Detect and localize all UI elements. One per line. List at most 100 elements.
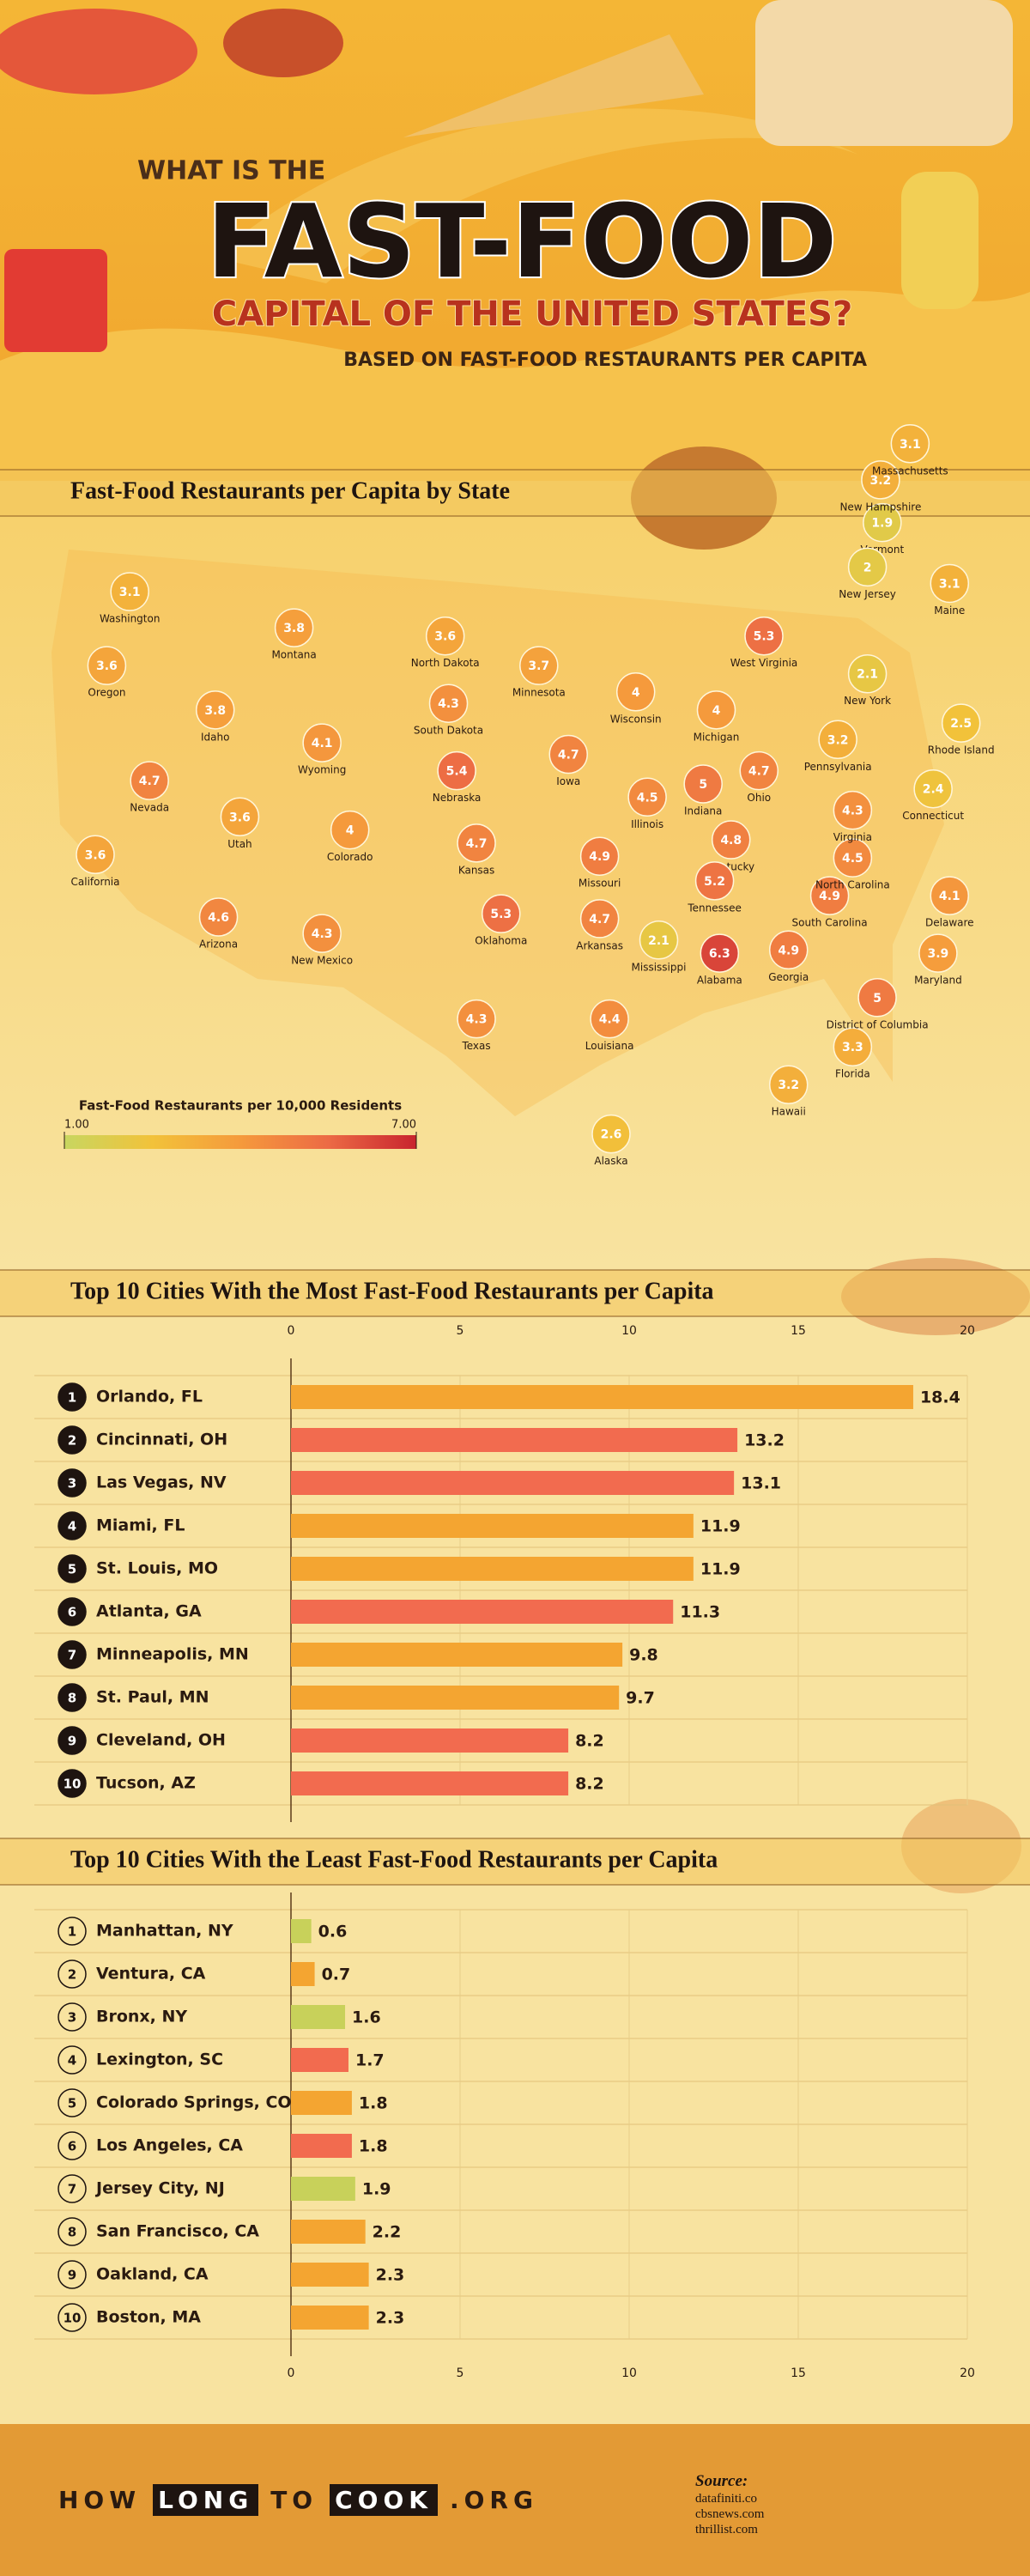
category-label: Jersey City, NJ — [94, 2179, 225, 2198]
note: BASED ON FAST-FOOD RESTAURANTS PER CAPIT… — [343, 349, 867, 371]
state — [847, 653, 888, 694]
state-value: 3.7 — [528, 659, 549, 673]
rank: 6 — [68, 2139, 76, 2154]
state-value: 3.9 — [927, 947, 948, 961]
bar — [291, 2220, 366, 2244]
state — [768, 930, 809, 970]
state-name: Indiana — [684, 805, 722, 817]
x-tick-label: 15 — [791, 2366, 806, 2380]
sources: Source: datafiniti.co cbsnews.com thrill… — [695, 2472, 764, 2537]
state — [744, 616, 784, 656]
bar — [291, 1728, 569, 1753]
rank-badge — [58, 1683, 87, 1712]
rank-badge — [58, 1769, 87, 1798]
state-value: 2.4 — [923, 783, 944, 797]
value-label: 0.7 — [322, 1965, 351, 1984]
bar — [291, 1919, 312, 1943]
state-name: Oregon — [88, 687, 125, 699]
brand-word: TO — [270, 2486, 318, 2514]
value-label: 2.3 — [376, 2309, 405, 2328]
x-tick-label: 5 — [457, 2366, 464, 2380]
state-name: Nevada — [130, 802, 169, 814]
chart: WHAT IS THE FAST-FOOD CAPITAL OF THE UNI… — [0, 0, 1030, 2380]
state-name: North Carolina — [815, 879, 890, 891]
rank-badge — [58, 1640, 87, 1669]
state — [457, 823, 496, 863]
state-name: New Hampshire — [839, 501, 921, 513]
state-value: 4.9 — [778, 944, 799, 957]
rank-badge — [58, 1554, 87, 1583]
state-value: 3.8 — [204, 704, 226, 718]
state-name: Utah — [227, 838, 251, 850]
bar — [291, 2091, 352, 2115]
rank-badge — [58, 2303, 87, 2332]
x-tick-label: 0 — [288, 2366, 295, 2380]
state-value: 3.2 — [778, 1078, 799, 1092]
state-name: Montana — [271, 649, 316, 661]
category-label: Colorado Springs, CO — [96, 2093, 292, 2112]
source-title: Source: — [695, 2472, 748, 2490]
state-value: 4.3 — [438, 697, 459, 711]
value-label: 1.8 — [359, 2137, 388, 2156]
state-name: Texas — [461, 1040, 490, 1052]
state-value: 4.5 — [637, 791, 658, 805]
rank: 8 — [68, 1691, 76, 1706]
state-name: Iowa — [556, 775, 580, 787]
x-tick-label: 10 — [621, 1324, 637, 1338]
state-value: 4.1 — [939, 890, 960, 903]
rank: 8 — [68, 2225, 76, 2240]
state-value: 4 — [632, 686, 640, 700]
brand-word: COOK — [330, 2484, 438, 2516]
state-name: Virginia — [833, 831, 872, 843]
state — [198, 897, 239, 937]
state — [890, 424, 930, 464]
state-name: New Jersey — [839, 588, 896, 600]
state — [457, 999, 496, 1039]
state — [913, 769, 953, 809]
rank: 1 — [68, 1390, 76, 1406]
x-tick-label: 20 — [960, 1324, 975, 1338]
state — [579, 836, 620, 876]
state-name: Missouri — [579, 878, 621, 890]
section-band — [0, 1270, 1030, 1316]
category-label: Ventura, CA — [96, 1965, 206, 1984]
state — [809, 876, 850, 915]
state-name: Florida — [835, 1068, 870, 1080]
legend-tick-label: 1.00 — [64, 1119, 89, 1132]
state-value: 2.1 — [648, 934, 670, 948]
brand-word: LONG — [153, 2484, 259, 2516]
value-label: 2.3 — [376, 2266, 405, 2285]
rank-badge — [58, 1425, 87, 1455]
rank: 10 — [64, 1777, 82, 1792]
swoosh — [215, 108, 858, 283]
rank: 7 — [68, 2182, 76, 2197]
category-label: Manhattan, NY — [96, 1922, 233, 1941]
state-value: 3.6 — [434, 630, 456, 644]
state — [941, 703, 981, 743]
state-value: 4.8 — [720, 834, 742, 848]
state — [683, 764, 723, 804]
state-value: 6.3 — [709, 947, 730, 961]
category-label: San Francisco, CA — [96, 2222, 259, 2241]
state-name: Hawaii — [772, 1106, 806, 1118]
state — [425, 616, 465, 656]
state-value: 5.3 — [490, 908, 512, 921]
bar — [291, 2177, 355, 2201]
category-label: Orlando, FL — [96, 1388, 203, 1406]
rank: 5 — [68, 1562, 76, 1577]
state — [857, 978, 897, 1018]
bar — [291, 1385, 913, 1409]
value-label: 1.7 — [355, 2051, 385, 2070]
rank: 6 — [68, 1605, 76, 1620]
state-value: 1.9 — [871, 517, 893, 531]
bar — [291, 2005, 346, 2029]
state-value: 4.7 — [139, 775, 161, 788]
rank: 2 — [68, 1433, 76, 1449]
state-value: 5 — [699, 778, 707, 792]
brand-word: HOW — [58, 2486, 142, 2514]
state-name: Connecticut — [902, 810, 964, 822]
state-name: Nebraska — [433, 792, 482, 804]
kicker: WHAT IS THE — [137, 156, 325, 186]
state — [428, 683, 469, 723]
food-art — [0, 9, 197, 94]
